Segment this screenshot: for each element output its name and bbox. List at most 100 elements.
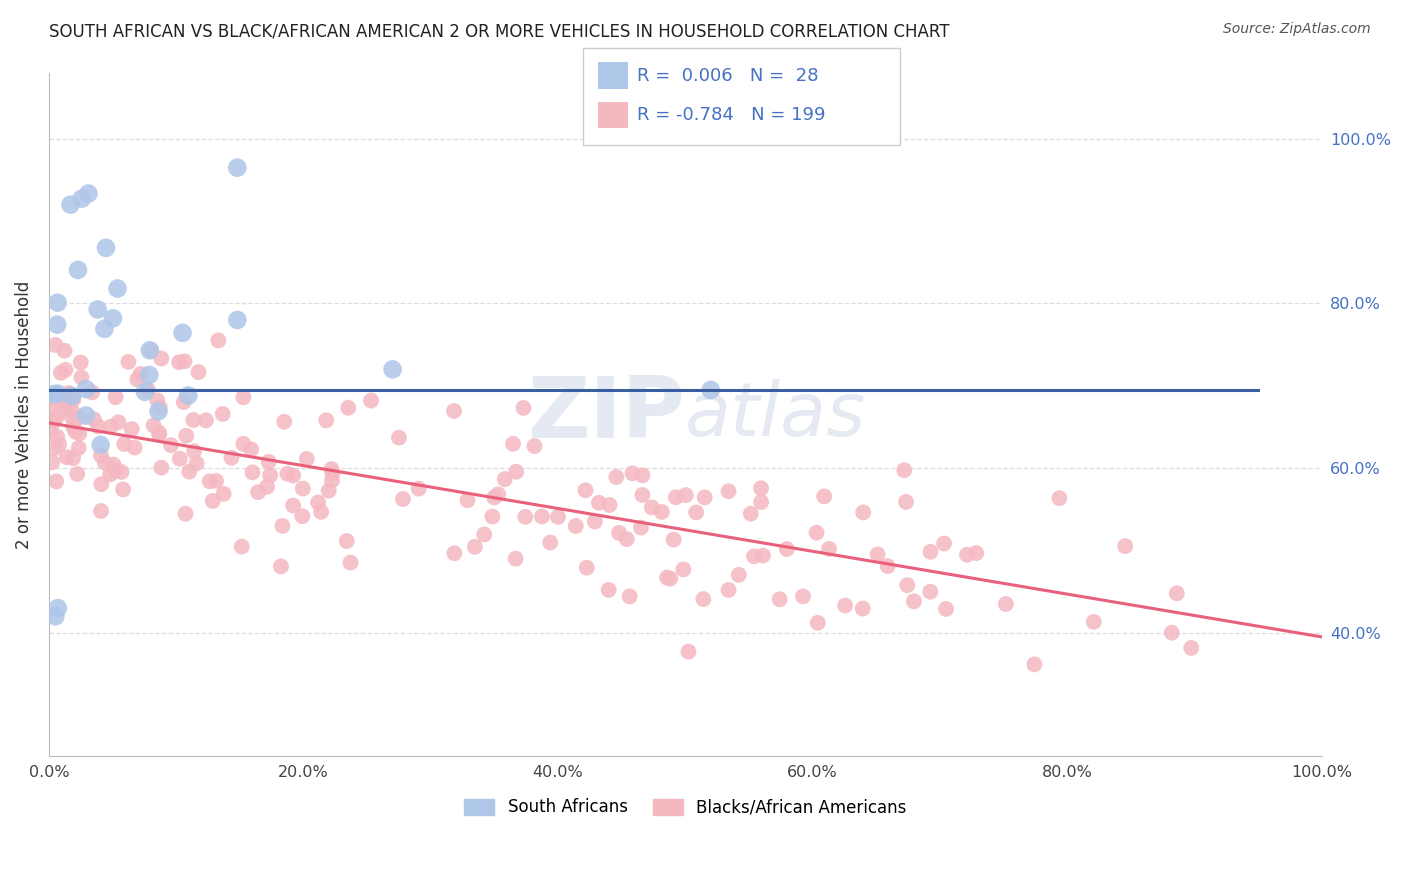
Point [672,562,695,576]
Point [339,556,361,570]
Point [44,338,66,352]
Point [58,386,80,401]
Point [641,500,664,515]
Point [665,490,688,504]
Point [481,509,503,524]
Point [1180,640,1202,655]
Point [630,521,652,535]
Point [231,540,253,554]
Point [271,519,294,533]
Point [502,437,524,451]
Point [174,429,197,443]
Point [194,413,217,427]
Point [101,311,124,326]
Point [574,483,596,498]
Point [1114,539,1136,553]
Point [792,590,814,604]
Point [588,496,610,510]
Point [80,385,103,400]
Point [322,467,344,481]
Point [457,493,479,508]
Point [87,419,110,434]
Text: Source: ZipAtlas.com: Source: ZipAtlas.com [1223,22,1371,37]
Point [167,355,190,369]
Point [464,540,486,554]
Point [392,491,415,506]
Point [965,546,987,560]
Point [295,451,318,466]
Point [443,404,465,418]
Point [893,463,915,477]
Point [75,409,97,423]
Point [148,425,170,440]
Point [148,404,170,418]
Point [381,362,404,376]
Point [134,384,156,399]
Point [1083,615,1105,629]
Point [935,602,957,616]
Point [51,402,73,417]
Point [616,532,638,546]
Point [55,450,77,465]
Point [565,519,588,533]
Point [198,475,221,489]
Point [659,572,682,586]
Point [187,365,209,379]
Point [583,515,606,529]
Point [117,355,139,369]
Point [104,390,127,404]
Point [876,559,898,574]
Point [242,466,264,480]
Y-axis label: 2 or more Vehicles in Household: 2 or more Vehicles in Household [15,280,32,549]
Point [141,343,163,358]
Point [307,495,329,509]
Text: SOUTH AFRICAN VS BLACK/AFRICAN AMERICAN 2 OR MORE VEHICLES IN HOUSEHOLD CORRELAT: SOUTH AFRICAN VS BLACK/AFRICAN AMERICAN … [49,22,949,40]
Point [655,571,678,585]
Point [742,549,765,564]
Legend: South Africans, Blacks/African Americans: South Africans, Blacks/African Americans [457,792,912,823]
Point [994,597,1017,611]
Point [87,302,110,317]
Point [605,470,627,484]
Point [211,407,233,421]
Text: ZIP: ZIP [527,373,685,456]
Point [484,491,506,505]
Point [270,559,292,574]
Point [852,505,875,519]
Point [515,509,537,524]
Point [148,427,170,442]
Point [675,488,697,502]
Point [896,578,918,592]
Point [505,551,527,566]
Point [472,527,495,541]
Point [273,415,295,429]
Point [59,197,82,211]
Point [146,393,169,408]
Point [752,549,775,563]
Point [104,464,127,478]
Point [530,509,553,524]
Point [776,542,799,557]
Point [66,263,89,277]
Point [124,441,146,455]
Point [127,372,149,386]
Point [852,601,875,615]
Point [201,494,224,508]
Point [183,444,205,458]
Point [813,490,835,504]
Point [62,419,84,434]
Text: R =  0.006   N =  28: R = 0.006 N = 28 [637,67,818,85]
Point [100,419,122,434]
Point [173,395,195,409]
Point [129,367,152,381]
Point [44,400,66,414]
Point [818,541,841,556]
Point [172,326,194,340]
Point [150,351,173,366]
Point [717,484,740,499]
Point [920,584,942,599]
Point [226,161,249,175]
Point [60,409,83,424]
Point [538,535,561,549]
Point [283,468,305,483]
